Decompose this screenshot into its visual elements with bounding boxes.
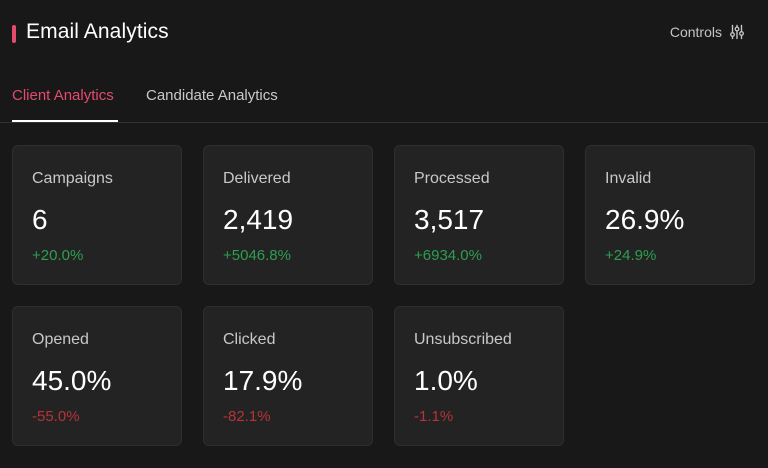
metric-change: -55.0% [32, 408, 80, 425]
metric-card-invalid: Invalid 26.9% +24.9% [585, 145, 755, 285]
metric-card-unsubscribed: Unsubscribed 1.0% -1.1% [394, 306, 564, 446]
metric-change: +5046.8% [223, 247, 291, 264]
metric-change: -82.1% [223, 408, 271, 425]
page-title: Email Analytics [26, 20, 169, 43]
tab-client-analytics[interactable]: Client Analytics [12, 87, 114, 104]
metric-card-campaigns: Campaigns 6 +20.0% [12, 145, 182, 285]
controls-button[interactable]: Controls [670, 24, 744, 40]
metric-card-processed: Processed 3,517 +6934.0% [394, 145, 564, 285]
metric-change: -1.1% [414, 408, 454, 425]
metric-label: Invalid [605, 170, 652, 187]
tab-candidate-analytics[interactable]: Candidate Analytics [146, 87, 278, 104]
metric-label: Processed [414, 170, 490, 187]
metric-change: +20.0% [32, 247, 84, 264]
metric-change: +24.9% [605, 247, 657, 264]
sliders-icon [730, 24, 744, 40]
metric-value: 17.9% [223, 365, 303, 396]
analytics-tabs: Client Analytics Candidate Analytics [0, 68, 768, 123]
metric-value: 1.0% [414, 365, 478, 396]
metric-label: Campaigns [32, 170, 113, 187]
metric-value: 2,419 [223, 204, 294, 235]
metric-value: 26.9% [605, 204, 685, 235]
metric-label: Opened [32, 331, 89, 348]
metric-change: +6934.0% [414, 247, 482, 264]
metric-label: Clicked [223, 331, 276, 348]
controls-label: Controls [669, 24, 722, 40]
active-tab-indicator [12, 120, 118, 122]
title-accent-bar [12, 25, 16, 43]
metric-card-opened: Opened 45.0% -55.0% [12, 306, 182, 446]
metric-card-clicked: Clicked 17.9% -82.1% [203, 306, 373, 446]
metric-value: 45.0% [32, 365, 112, 396]
metric-value: 3,517 [414, 204, 485, 235]
metric-value: 6 [32, 204, 48, 235]
metric-label: Delivered [223, 170, 291, 187]
metric-label: Unsubscribed [414, 331, 512, 348]
metric-card-delivered: Delivered 2,419 +5046.8% [203, 145, 373, 285]
page-header: Email Analytics Controls [0, 0, 768, 68]
